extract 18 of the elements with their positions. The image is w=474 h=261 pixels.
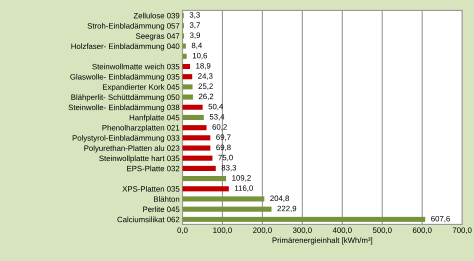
bar	[182, 135, 210, 140]
bar	[182, 156, 212, 161]
bar	[182, 94, 193, 100]
bar	[182, 186, 229, 192]
bar	[182, 166, 216, 171]
bar	[182, 84, 193, 90]
bar	[182, 145, 210, 151]
bar	[182, 196, 264, 202]
bar	[182, 64, 190, 70]
bar	[182, 54, 187, 59]
bar	[182, 114, 204, 120]
bar	[182, 216, 426, 222]
bar	[182, 104, 203, 110]
bar	[182, 44, 186, 49]
bar	[182, 125, 207, 130]
bar	[182, 176, 226, 182]
bar	[182, 206, 272, 212]
bar	[182, 74, 192, 80]
